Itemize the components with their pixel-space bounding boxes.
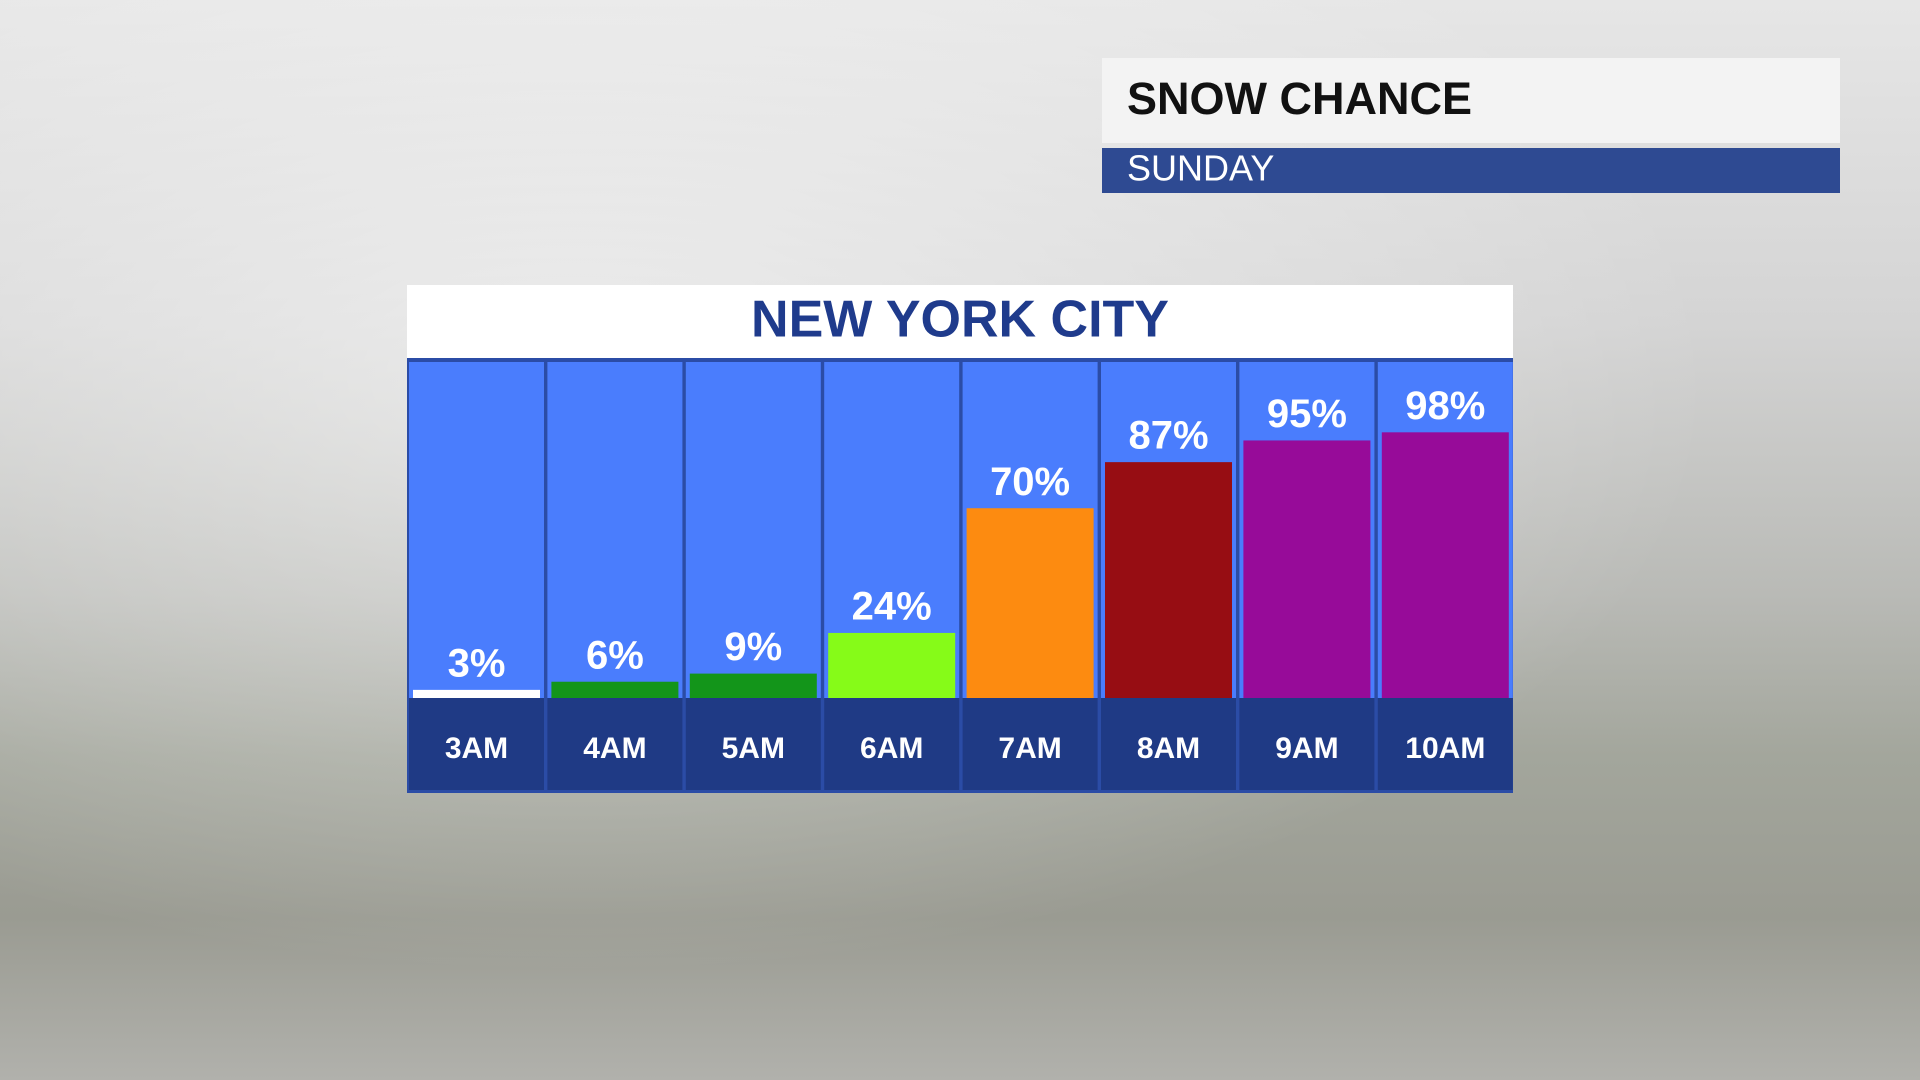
value-label: 3%	[448, 641, 506, 685]
category-band	[409, 698, 544, 790]
category-band	[1239, 698, 1375, 790]
category-band	[962, 698, 1098, 790]
column-bg	[409, 362, 544, 698]
value-label: 70%	[990, 460, 1070, 504]
value-label: 9%	[724, 625, 782, 669]
x-tick-label: 9AM	[1275, 732, 1338, 765]
bar	[1105, 462, 1232, 698]
value-label: 87%	[1128, 414, 1208, 458]
chart-title: NEW YORK CITY	[751, 291, 1169, 349]
header: SNOW CHANCE SUNDAY	[1102, 58, 1840, 193]
bar	[1243, 440, 1371, 698]
x-tick-label: 6AM	[860, 732, 923, 765]
bar	[689, 673, 817, 698]
panel-title-band	[407, 285, 1513, 358]
value-label: 6%	[586, 633, 644, 677]
value-label: 95%	[1267, 392, 1347, 436]
x-tick-label: 7AM	[998, 732, 1061, 765]
x-tick-label: 8AM	[1137, 732, 1200, 765]
x-tick-label: 5AM	[722, 732, 785, 765]
category-band	[1101, 698, 1236, 790]
header-box	[1102, 58, 1840, 143]
bar	[1381, 432, 1509, 698]
x-tick-label: 3AM	[445, 732, 508, 765]
x-tick-label: 10AM	[1405, 732, 1485, 765]
bar	[966, 508, 1094, 698]
x-tick-label: 4AM	[583, 732, 646, 765]
bar	[413, 689, 540, 698]
category-band	[1377, 698, 1513, 790]
bar	[828, 632, 956, 698]
value-label: 24%	[852, 584, 932, 628]
header-title: SNOW CHANCE	[1127, 73, 1472, 124]
bar	[551, 681, 679, 698]
header-subtitle-band	[1102, 148, 1840, 193]
column-bg	[685, 362, 821, 698]
category-band	[685, 698, 821, 790]
header-subtitle: SUNDAY	[1127, 148, 1274, 189]
value-label: 98%	[1405, 384, 1485, 428]
category-band	[824, 698, 960, 790]
category-band	[547, 698, 683, 790]
column-bg	[547, 362, 683, 698]
